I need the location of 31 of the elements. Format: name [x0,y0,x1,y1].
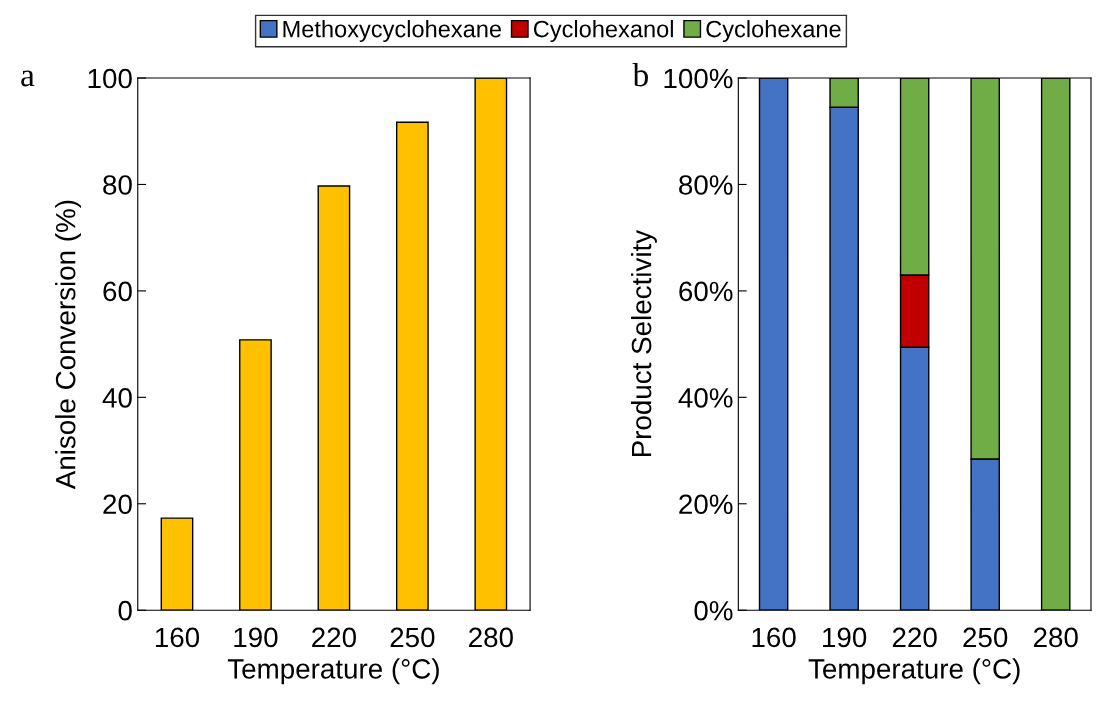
y-tick-label: 40 [102,388,132,408]
y-tick-label: 100 [88,68,132,89]
y-axis-title: Product Selectivity [630,229,657,457]
x-tick-label: 280 [1033,627,1078,648]
x-tick-label: 280 [469,627,513,648]
y-axis-title: Anisole Conversion (%) [55,200,81,490]
x-tick-label: 160 [155,627,200,648]
x-axis-title: Temperature (°C) [227,658,439,685]
text: a [21,70,35,87]
text: b [632,62,648,87]
y-tick-label: 0% [694,600,733,621]
legend-label: Cyclohexanol [533,20,673,43]
y-tick-label: 60% [679,281,733,302]
x-tick-label: 160 [752,627,796,648]
legend-label: Methoxycyclohexane [283,20,502,43]
y-tick-label: 40% [678,388,733,408]
x-tick-label: 250 [963,627,1008,648]
y-tick-label: 80% [679,175,733,195]
y-tick-label: 20% [679,494,733,515]
x-axis-title: Temperature (°C) [808,658,1020,685]
x-tick-label: 250 [390,627,435,648]
y-tick-label: 0 [118,600,132,621]
legend-label: Cyclohexane [706,20,841,43]
y-tick-label: 100% [664,68,733,89]
y-tick-label: 60 [103,281,132,302]
y-tick-label: 20 [103,494,132,515]
x-tick-label: 190 [823,627,867,648]
x-tick-label: 190 [234,627,278,648]
y-tick-label: 80 [103,175,132,195]
x-tick-label: 220 [312,627,356,648]
x-tick-label: 220 [892,627,937,648]
